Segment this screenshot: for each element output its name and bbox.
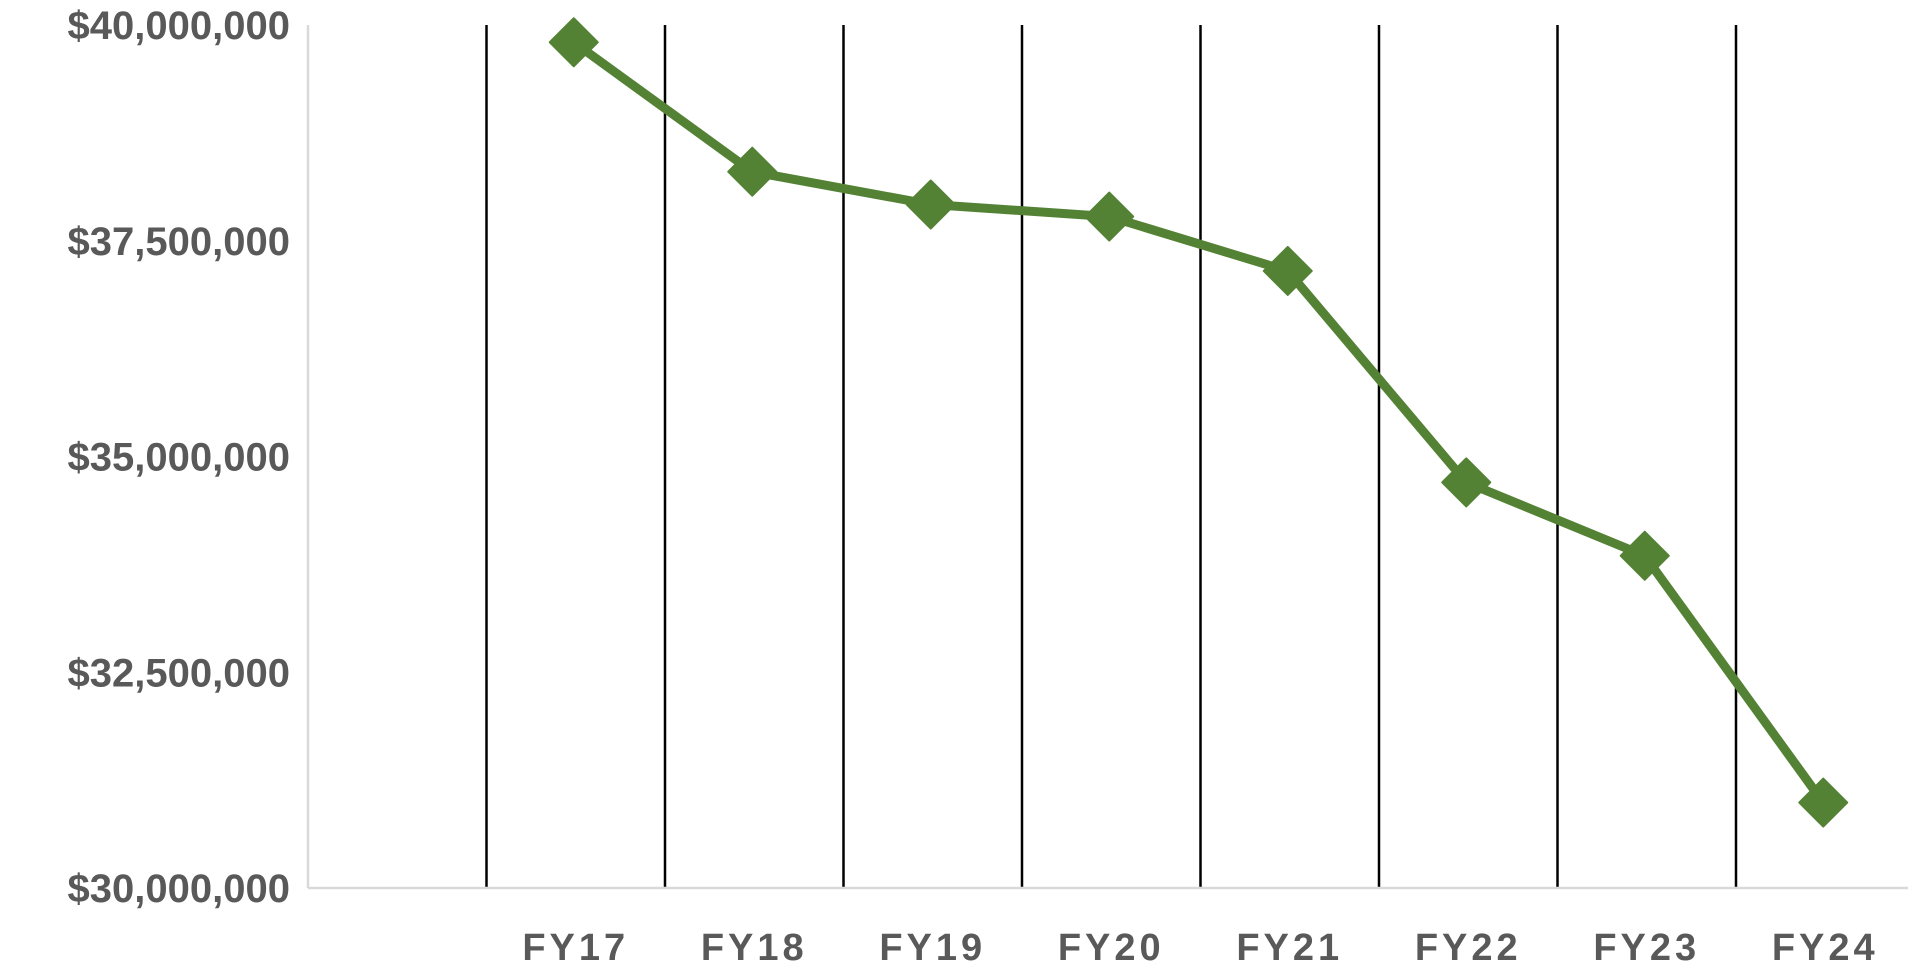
- data-point-marker: [1084, 191, 1135, 242]
- data-point-marker: [1262, 245, 1313, 296]
- x-tick-label: FY19: [879, 927, 986, 968]
- y-tick-label: $35,000,000: [68, 436, 290, 480]
- y-tick-label: $37,500,000: [68, 220, 290, 264]
- data-point-marker: [1798, 777, 1849, 828]
- x-tick-label: FY20: [1058, 927, 1165, 968]
- series-line: [569, 37, 1828, 808]
- x-tick-label: FY17: [522, 927, 629, 968]
- y-tick-label: $32,500,000: [68, 651, 290, 695]
- axes: [306, 25, 1908, 890]
- y-tick-label: $40,000,000: [68, 4, 290, 48]
- series-layer: [548, 17, 1849, 828]
- y-axis-tick-labels: $30,000,000 $32,500,000 $35,000,000 $37,500…: [68, 4, 290, 911]
- x-tick-label: FY21: [1236, 927, 1343, 968]
- x-tick-label: FY24: [1772, 927, 1879, 968]
- data-point-marker: [1441, 457, 1492, 508]
- gridlines: [485, 25, 1738, 888]
- data-point-marker: [905, 179, 956, 230]
- x-tick-label: FY22: [1415, 927, 1522, 968]
- y-tick-label: $30,000,000: [68, 867, 290, 911]
- data-point-marker: [727, 146, 778, 197]
- data-point-marker: [1619, 530, 1670, 581]
- data-point-marker: [548, 17, 599, 68]
- x-tick-label: FY18: [701, 927, 808, 968]
- x-tick-label: FY23: [1593, 927, 1700, 968]
